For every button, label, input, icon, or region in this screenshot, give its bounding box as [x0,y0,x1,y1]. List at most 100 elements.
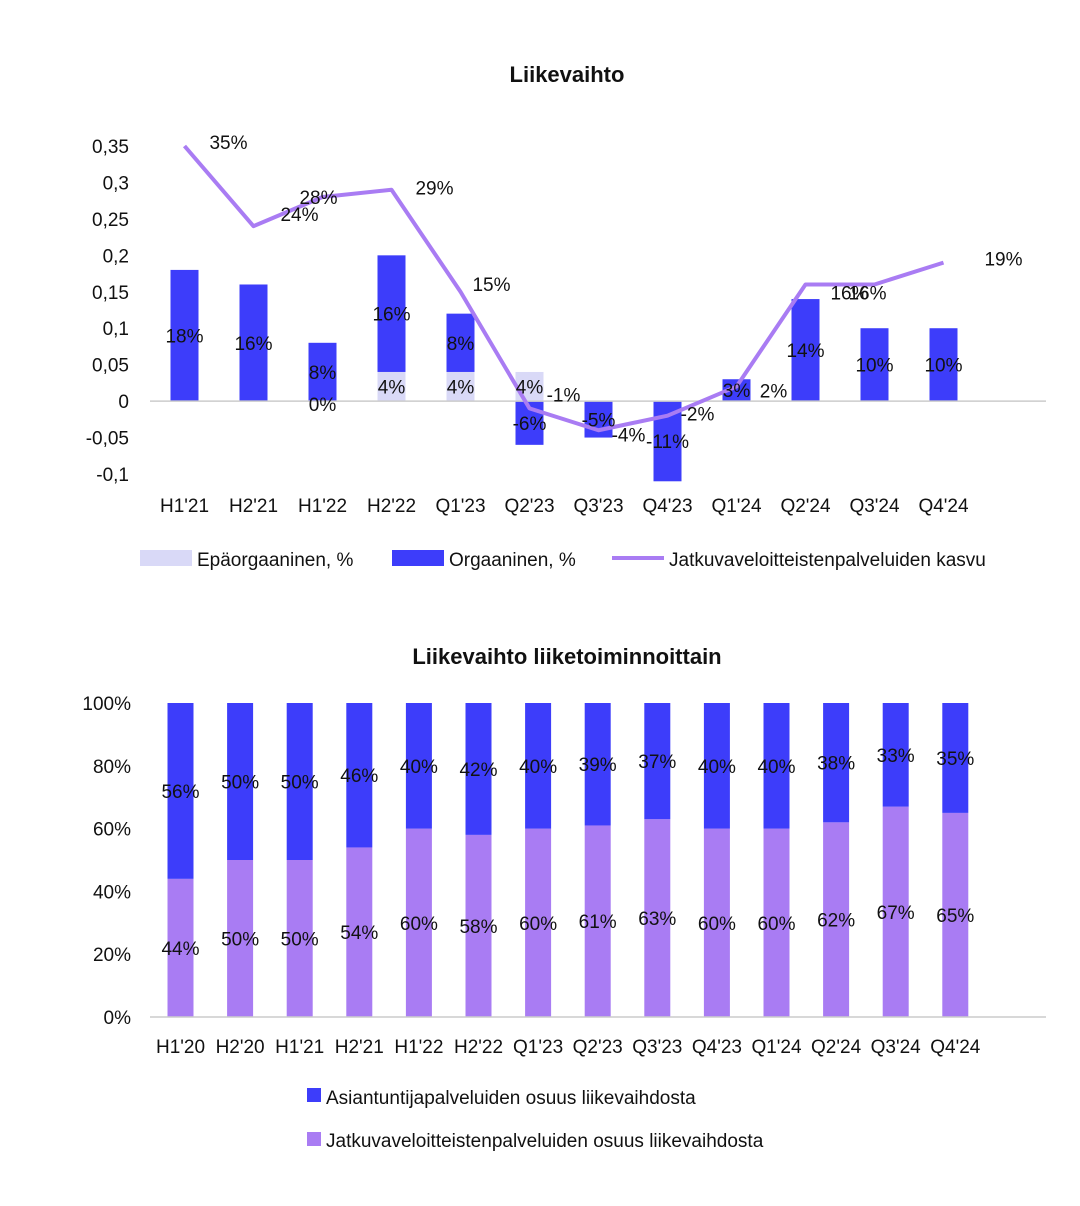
services-share-label: 50% [281,930,319,951]
chart1-x-tick: Q4'24 [918,496,969,517]
growth-label: 24% [280,205,318,226]
growth-label: 16% [830,283,868,304]
organic-bar [722,379,751,402]
expert-share-label: 40% [400,757,438,778]
organic-label: 8% [309,363,337,384]
services-share-bar [763,828,790,1017]
chart1-x-tick: Q3'23 [573,496,623,517]
services-share-bar [405,828,432,1017]
organic-label: 18% [165,327,203,348]
legend-swatch-expert [307,1088,321,1102]
expert-share-bar [942,703,969,813]
services-share-label: 50% [221,930,259,951]
organic-label: 3% [723,381,751,402]
legend-swatch-inorganic [140,550,192,566]
services-share-label: 63% [638,909,676,930]
services-share-label: 54% [340,923,378,944]
expert-share-label: 42% [459,760,497,781]
chart2-y-tick: 100% [82,694,131,715]
services-share-label: 60% [757,914,795,935]
chart2-x-tick: H2'21 [335,1037,384,1058]
chart2-title: Liikevaihto liiketoiminnoittain [412,644,721,669]
chart2-x-tick: Q4'24 [930,1037,981,1058]
expert-share-bar [703,703,730,829]
services-share-bar [644,819,671,1017]
services-share-label: 60% [698,914,736,935]
legend-swatch-organic [392,550,444,566]
expert-share-bar [882,703,909,807]
growth-label: 16% [848,283,886,304]
expert-share-label: 46% [340,766,378,787]
chart1-x-tick: Q4'23 [642,496,692,517]
chart1-y-tick: 0,35 [92,137,129,158]
chart1-y-tick: 0,05 [92,356,129,377]
growth-label: -2% [681,405,715,426]
chart1-x-tick: H1'22 [298,496,347,517]
expert-share-label: 39% [579,755,617,776]
services-share-label: 44% [161,939,199,960]
expert-share-bar [465,703,492,835]
growth-label: 29% [415,179,453,200]
services-share-bar [703,828,730,1017]
chart2-y-tick: 20% [93,945,131,966]
organic-bar [239,284,268,402]
chart1-x-tick: Q2'23 [504,496,554,517]
expert-share-bar [584,703,611,826]
organic-label: 10% [855,356,893,377]
services-share-label: 65% [936,906,974,927]
growth-label: 2% [760,382,788,403]
services-share-bar [167,878,194,1017]
organic-bar [308,342,337,402]
chart2-x-tick: Q2'24 [811,1037,862,1058]
inorganic-label: 4% [447,378,475,399]
chart2-x-tick: Q4'23 [692,1037,742,1058]
services-share-bar [584,825,611,1017]
services-share-bar [286,860,313,1017]
expert-share-bar [167,703,194,879]
services-share-label: 60% [519,914,557,935]
chart1-y-tick: -0,1 [96,465,129,486]
legend-label-expert: Asiantuntijapalveluiden osuus liikevaihd… [326,1088,696,1109]
expert-share-bar [346,703,373,848]
expert-share-label: 40% [519,757,557,778]
legend-label-organic: Orgaaninen, % [449,550,576,571]
expert-share-label: 50% [281,773,319,794]
chart2-y-tick: 0% [104,1008,132,1029]
chart1-y-tick: 0,3 [103,173,129,194]
chart1-y-tick: 0,1 [103,319,129,340]
legend-label-growth-line: Jatkuvaveloitteistenpalveluiden kasvu [669,550,986,571]
services-share-label: 60% [400,914,438,935]
chart2-x-tick: H2'20 [216,1037,265,1058]
organic-label: 14% [786,341,824,362]
organic-bar [170,269,199,402]
services-share-bar [823,822,850,1017]
growth-label: 19% [984,250,1022,271]
chart1-title: Liikevaihto [510,62,625,87]
growth-label: 28% [299,188,337,209]
chart1-x-tick: H2'21 [229,496,278,517]
chart2-legend: Asiantuntijapalveluiden osuus liikevaihd… [307,1088,764,1152]
expert-share-label: 38% [817,754,855,775]
services-share-bar [942,812,969,1017]
inorganic-label: 0% [309,395,337,416]
services-share-label: 58% [459,917,497,938]
chart1-x-tick: H1'21 [160,496,209,517]
organic-bar [791,299,820,402]
inorganic-bar [446,371,475,402]
legend-label-services: Jatkuvaveloitteistenpalveluiden osuus li… [326,1131,764,1152]
organic-label: -11% [646,432,689,453]
chart2-x-tick: H1'22 [394,1037,443,1058]
legend-swatch-services [307,1132,321,1146]
chart2-y-tick: 40% [93,882,131,903]
chart2-y-tick: 60% [93,820,131,841]
growth-label: -1% [547,385,581,406]
chart1-legend: Epäorgaaninen, % Orgaaninen, % Jatkuvave… [140,550,986,571]
services-share-bar [882,806,909,1017]
expert-share-label: 37% [638,752,676,773]
organic-bar [860,328,889,402]
organic-bar [446,313,475,372]
expert-share-bar [227,703,254,860]
chart2-x-tick: Q3'23 [632,1037,682,1058]
growth-label: 15% [472,275,510,296]
chart2-y-tick: 80% [93,757,131,778]
